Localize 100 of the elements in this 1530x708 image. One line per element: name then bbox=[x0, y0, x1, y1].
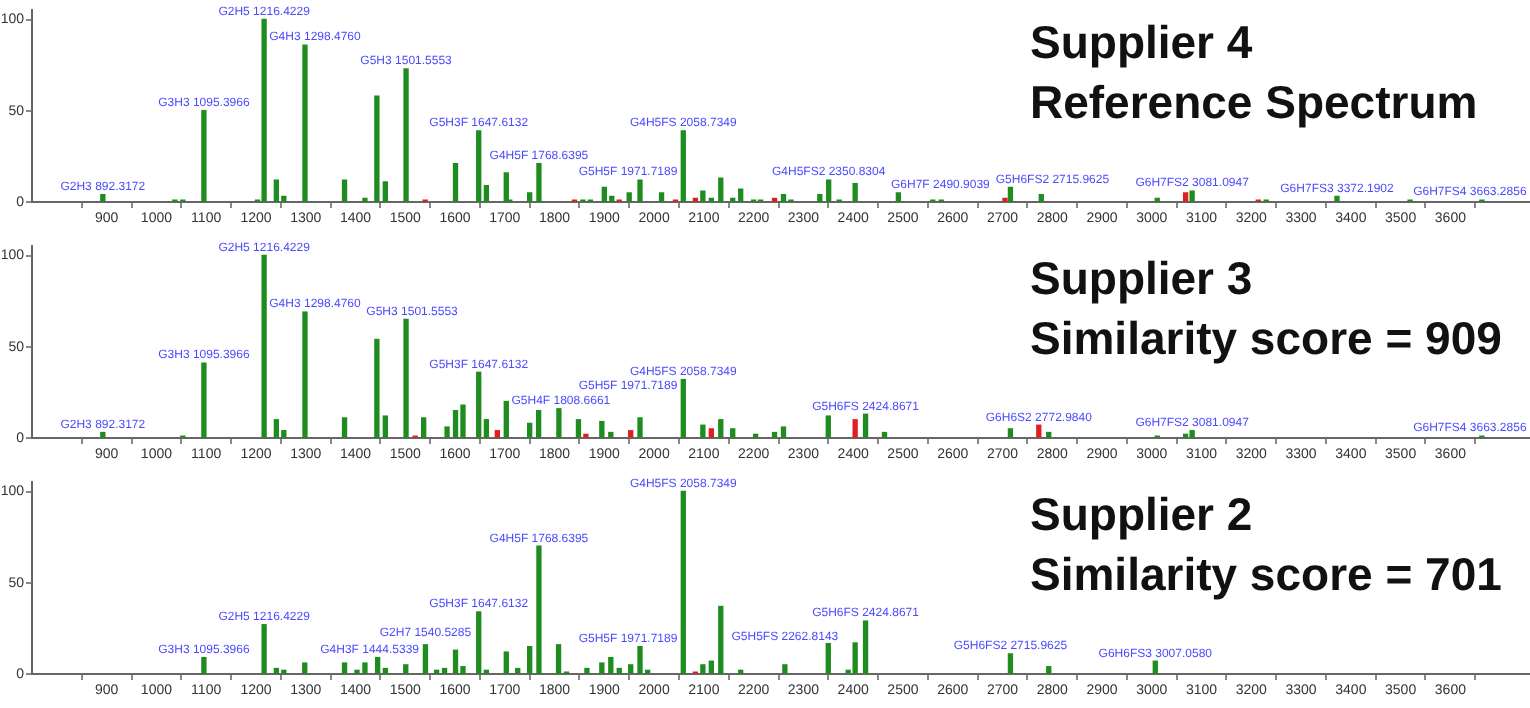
chart-title: Supplier 4 bbox=[1030, 14, 1255, 72]
bar bbox=[374, 95, 380, 202]
bar bbox=[637, 645, 643, 674]
bar bbox=[616, 667, 622, 674]
bar bbox=[826, 179, 832, 202]
bar bbox=[555, 644, 562, 674]
text: Reference Spectrum bbox=[1030, 74, 1478, 132]
bar bbox=[1036, 424, 1042, 438]
text: Similarity score = 909 bbox=[1030, 310, 1502, 368]
bar bbox=[852, 642, 858, 674]
bar bbox=[1189, 190, 1195, 202]
bar bbox=[341, 662, 348, 674]
bar bbox=[374, 338, 380, 438]
bar bbox=[637, 417, 643, 438]
bar bbox=[503, 651, 509, 674]
bar bbox=[515, 667, 521, 674]
bar bbox=[476, 371, 482, 438]
bar bbox=[273, 419, 280, 438]
bar bbox=[608, 431, 614, 438]
bar bbox=[261, 254, 267, 438]
bar bbox=[825, 642, 831, 674]
bar bbox=[536, 163, 542, 202]
bar bbox=[584, 667, 590, 674]
bar bbox=[421, 417, 427, 438]
bar bbox=[452, 163, 459, 202]
bar bbox=[341, 179, 348, 202]
bar bbox=[1007, 653, 1014, 674]
bar bbox=[452, 409, 459, 438]
bar bbox=[680, 378, 686, 438]
bar bbox=[476, 130, 482, 202]
bar bbox=[302, 311, 308, 438]
bar bbox=[460, 404, 466, 438]
bar bbox=[862, 620, 869, 674]
bar bbox=[536, 545, 542, 674]
bar bbox=[527, 645, 533, 674]
bar bbox=[852, 183, 858, 202]
bar bbox=[201, 362, 207, 438]
bar bbox=[718, 177, 724, 202]
bar bbox=[628, 664, 634, 674]
bar bbox=[852, 419, 858, 438]
bar bbox=[1038, 194, 1044, 202]
bar bbox=[201, 656, 207, 674]
bar bbox=[1046, 431, 1052, 438]
bar bbox=[780, 194, 787, 202]
bar bbox=[302, 44, 308, 202]
bar bbox=[422, 644, 429, 674]
bar bbox=[100, 431, 106, 438]
bar bbox=[771, 431, 778, 438]
bar bbox=[700, 424, 706, 438]
bar bbox=[535, 409, 542, 438]
bar bbox=[680, 490, 686, 674]
bar bbox=[881, 431, 888, 438]
bar bbox=[403, 664, 409, 674]
bar bbox=[403, 68, 409, 202]
bar bbox=[302, 662, 308, 674]
bar bbox=[1007, 186, 1014, 202]
bar bbox=[1182, 192, 1189, 202]
bar bbox=[527, 422, 533, 438]
bar bbox=[862, 413, 869, 438]
bar bbox=[658, 192, 665, 202]
bar bbox=[895, 192, 902, 202]
bar bbox=[708, 660, 714, 674]
bar bbox=[608, 656, 614, 674]
bar bbox=[782, 664, 788, 674]
bar bbox=[1007, 428, 1014, 438]
bar bbox=[575, 419, 582, 438]
bar bbox=[599, 662, 605, 674]
bar bbox=[1334, 195, 1340, 202]
bar bbox=[403, 318, 409, 438]
bar bbox=[261, 18, 267, 202]
bar bbox=[825, 415, 831, 438]
bar bbox=[494, 430, 500, 438]
bar bbox=[700, 190, 706, 202]
bar bbox=[609, 195, 615, 202]
bar bbox=[503, 400, 509, 438]
bar bbox=[527, 192, 533, 202]
bar bbox=[362, 662, 368, 674]
chart-title: Supplier 3 bbox=[1030, 250, 1255, 308]
bar bbox=[599, 420, 605, 438]
bar bbox=[718, 419, 724, 438]
bar bbox=[273, 667, 280, 674]
bar bbox=[341, 417, 348, 438]
bar bbox=[476, 611, 482, 674]
bar bbox=[626, 192, 632, 202]
bar bbox=[628, 430, 634, 438]
bar bbox=[1189, 430, 1195, 438]
bar bbox=[700, 664, 706, 674]
bar bbox=[637, 179, 643, 202]
bar bbox=[718, 605, 724, 674]
bar bbox=[261, 624, 267, 674]
bar bbox=[601, 186, 607, 202]
bar bbox=[374, 656, 381, 674]
bar bbox=[817, 194, 823, 202]
bar bbox=[273, 179, 280, 202]
bar bbox=[452, 649, 459, 674]
chart-title: Supplier 2 bbox=[1030, 486, 1255, 544]
text: Similarity score = 701 bbox=[1030, 546, 1502, 604]
bar bbox=[780, 426, 787, 438]
bar bbox=[1152, 660, 1158, 674]
bar bbox=[100, 194, 106, 202]
